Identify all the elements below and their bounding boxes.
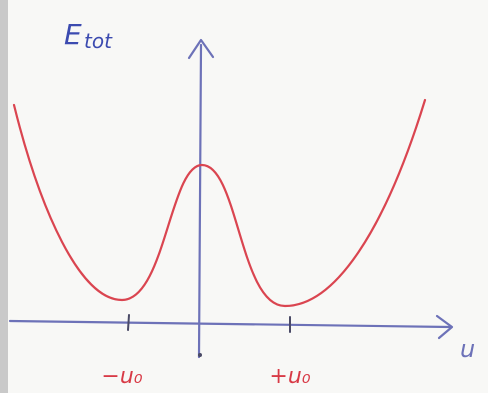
sketch: E tot u −u₀ +u₀ xyxy=(0,0,488,393)
y-axis-label: E xyxy=(64,18,82,51)
origin-dot xyxy=(198,353,202,357)
tick-label: −u₀ xyxy=(101,364,142,389)
x-axis-label: u xyxy=(460,335,475,363)
paper-edge xyxy=(0,0,8,393)
y-axis-label-subscript: tot xyxy=(84,29,113,53)
tick-label: +u₀ xyxy=(269,364,310,389)
paper xyxy=(0,0,488,393)
tick xyxy=(128,315,129,330)
